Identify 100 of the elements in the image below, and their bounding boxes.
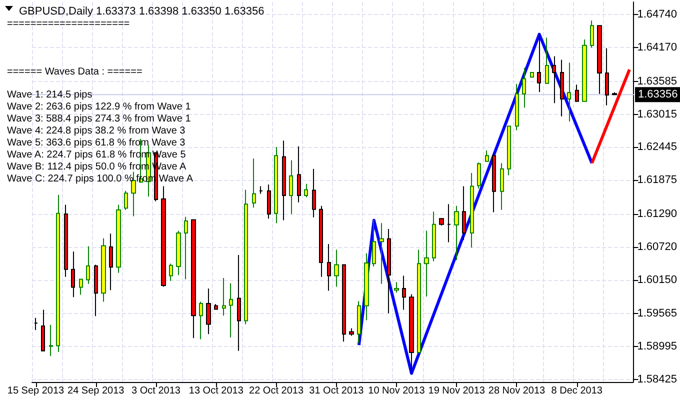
candlestick [417,249,421,354]
candlestick [274,146,278,224]
candlestick [259,186,263,194]
x-tick-label: 10 Nov 2013 [368,386,426,396]
x-tick-label: 22 Oct 2013 [249,386,304,396]
candlestick [545,37,549,84]
candlestick [297,146,301,203]
candlestick [485,150,489,162]
y-tick-label: 1.63015 [637,108,678,120]
x-tick-label: 13 Oct 2013 [188,386,244,396]
candlestick [447,204,451,243]
candlestick [116,204,121,274]
candlestick [409,294,414,374]
candlestick [161,186,166,288]
candlestick [86,246,90,284]
ref-line-label: 1.63356 [638,88,678,101]
candlestick [387,228,391,314]
candlestick [229,282,233,338]
annotation: Wave 4: 224.8 pips 38.2 % from Wave 3 [7,126,186,136]
candlestick [394,282,399,293]
candlestick [94,264,98,317]
candlestick [267,184,271,220]
candlestick [34,317,38,331]
candlestick [402,275,406,310]
candlestick [71,250,75,298]
y-tick-label: 1.60150 [637,274,678,286]
candlestick [176,230,181,276]
candlestick [582,39,587,102]
candlestick [500,162,504,210]
candlestick [64,204,68,278]
candlestick [319,205,323,278]
x-tick-label: 8 Dec 2013 [551,386,603,396]
candlestick [439,217,444,226]
annotation: ===================== [7,18,130,30]
candlestick [131,171,136,217]
candlestick [184,216,188,280]
candlestick [590,20,594,48]
candlestick [357,300,361,344]
y-tick-label: 1.62445 [637,141,678,154]
y-tick-label: 1.61875 [637,174,678,186]
x-tick-label: 3 Oct 2013 [132,386,181,396]
annotation: Wave 1: 214.5 pips [7,90,92,100]
x-tick-label: 19 Nov 2013 [428,386,486,396]
candlestick [222,278,226,316]
candlestick [605,48,609,106]
chart-title: GBPUSD,Daily 1.63373 1.63398 1.63350 1.63356 [19,6,264,18]
candlestick [289,160,293,214]
candlestick [515,84,519,131]
candlestick [349,328,354,336]
candlestick [567,62,571,122]
candlestick [101,238,106,302]
candlestick [109,233,113,291]
candlestick [522,67,526,108]
candlestick [342,264,346,342]
candlestick [327,243,331,292]
annotation: ====== Waves Data : ====== [7,66,142,78]
candlestick [575,84,579,102]
y-tick-label: 1.64170 [637,42,678,54]
candlestick [462,186,466,240]
candlestick [424,230,429,298]
x-tick-label: 28 Nov 2013 [488,386,546,396]
candlestick [169,263,173,282]
candlestick [49,324,53,357]
candlestick [470,172,474,248]
y-tick-label: 1.59565 [637,308,678,320]
candlestick [214,304,218,310]
candlestick [454,205,459,261]
candlestick [507,126,511,176]
x-tick-label: 31 Oct 2013 [309,386,364,396]
candlestick [560,59,564,117]
candlestick [530,72,534,78]
annotation: Wave 3: 588.4 pips 274.3 % from Wave 1 [7,114,192,124]
candlestick [79,278,83,296]
candlestick [432,211,436,262]
y-tick-label: 1.64740 [637,8,678,21]
y-tick-label: 1.58995 [637,340,678,352]
y-tick-label: 1.58425 [637,373,678,386]
candlestick [304,183,308,198]
candlestick [199,301,203,340]
candlestick [334,249,339,288]
candlestick [477,162,481,190]
candlestick [492,152,496,213]
candlestick [612,92,617,96]
candlestick [237,254,241,352]
candlestick [537,33,541,93]
candlestick [364,252,369,321]
candlestick [206,288,211,335]
x-tick-label: 24 Sep 2013 [68,386,125,396]
x-tick-label: 15 Sep 2013 [7,386,65,396]
candlestick [597,25,602,94]
candlestick [191,219,196,339]
candlestick [552,56,556,104]
candlestick [372,219,376,267]
candlestick [41,309,45,352]
y-tick-label: 1.60720 [637,240,678,253]
y-tick-label: 1.63585 [637,75,678,88]
candlestick [124,190,128,210]
annotation: Wave 2: 263.6 pips 122.9 % from Wave 1 [7,102,192,112]
candlestick [379,222,384,284]
candlestick [312,168,316,218]
